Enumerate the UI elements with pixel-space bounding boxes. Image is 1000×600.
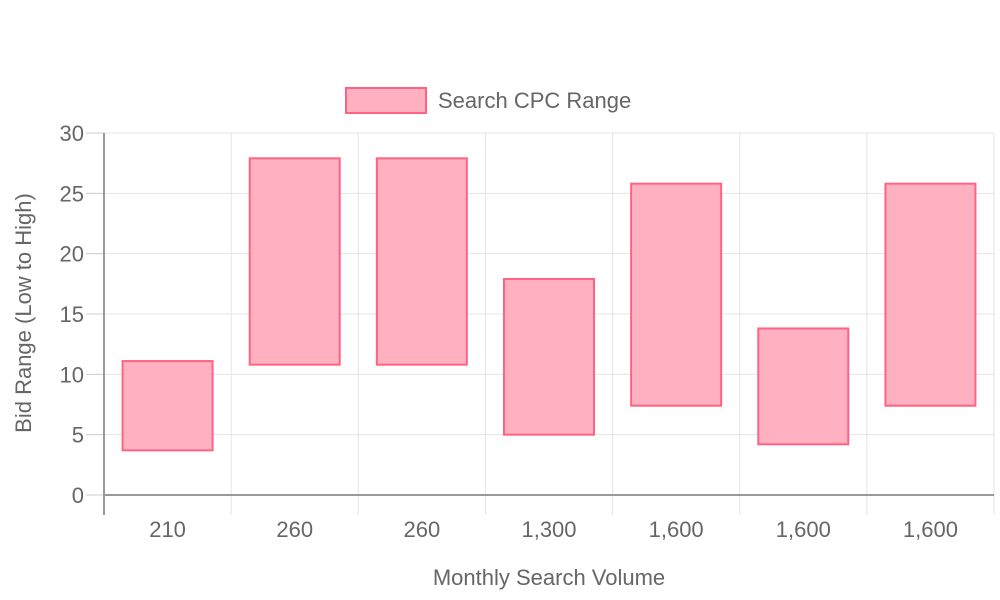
range-bar[interactable] [375, 157, 468, 366]
range-bar[interactable] [630, 182, 723, 407]
y-tick-label: 25 [60, 181, 84, 206]
x-tick-label: 210 [149, 517, 186, 542]
range-bar[interactable] [248, 157, 341, 366]
range-bar[interactable] [121, 360, 214, 452]
x-tick-label: 1,600 [649, 517, 704, 542]
y-tick-label: 20 [60, 242, 84, 267]
range-bar[interactable] [503, 278, 595, 436]
y-tick-label: 5 [72, 423, 84, 448]
y-tick-label: 15 [60, 302, 84, 327]
bars [121, 157, 977, 452]
y-tick-label: 10 [60, 362, 84, 387]
y-tick-label: 30 [60, 121, 84, 146]
y-axis-title: Bid Range (Low to High) [11, 193, 36, 433]
axes: 0 5 10 15 20 25 30 210 260 260 1,300 1,600 1,600 1,60… [60, 121, 994, 542]
range-bar[interactable] [757, 327, 850, 446]
range-bar[interactable] [884, 182, 977, 407]
legend[interactable]: Search CPC Range [345, 87, 631, 114]
x-tick-label: 1,300 [521, 517, 576, 542]
x-tick-label: 260 [403, 517, 440, 542]
y-tick-label: 0 [72, 483, 84, 508]
x-tick-label: 1,600 [903, 517, 958, 542]
x-tick-label: 1,600 [776, 517, 831, 542]
x-axis-title: Monthly Search Volume [433, 565, 665, 590]
legend-label: Search CPC Range [438, 88, 631, 113]
x-tick-label: 260 [276, 517, 313, 542]
legend-swatch [345, 87, 427, 114]
